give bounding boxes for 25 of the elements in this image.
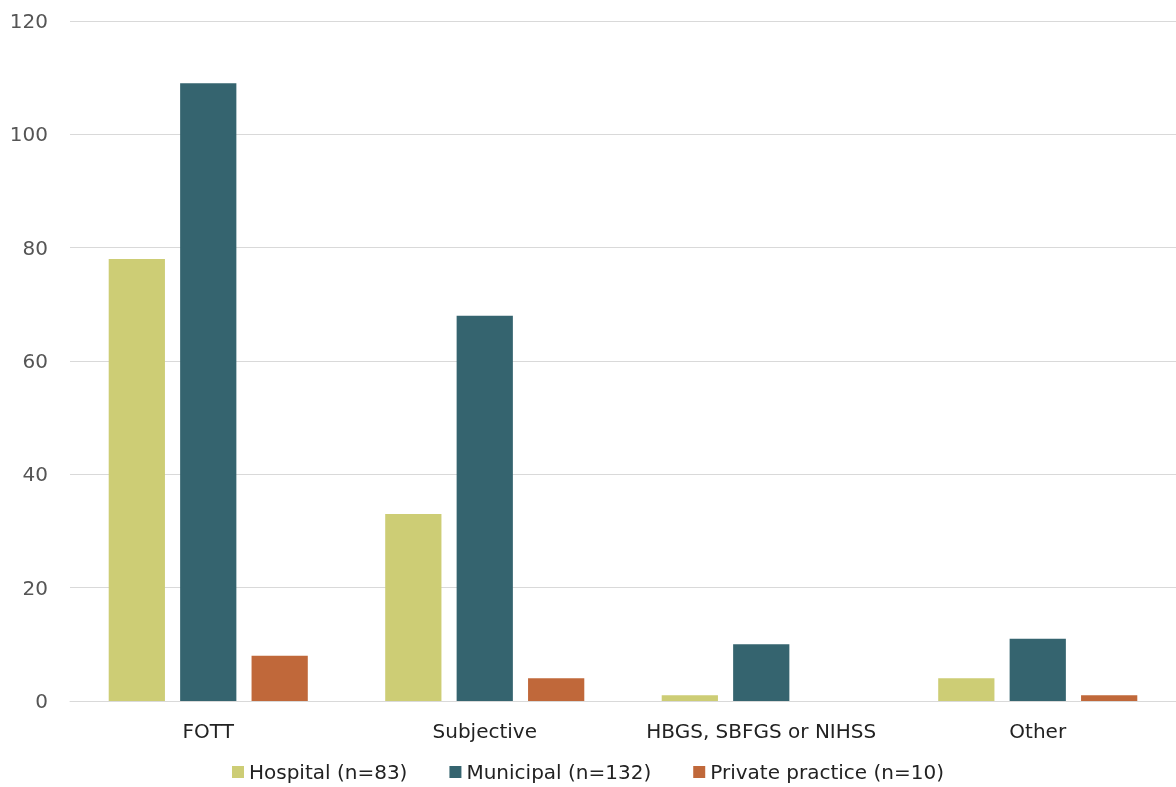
y-tick-label: 80 bbox=[22, 235, 48, 260]
legend-label: Hospital (n=83) bbox=[248, 760, 408, 784]
y-tick-label: 120 bbox=[9, 9, 48, 33]
y-tick-label: 100 bbox=[9, 122, 48, 147]
bar bbox=[661, 695, 718, 701]
legend-label: Municipal (n=132) bbox=[466, 760, 652, 784]
bar bbox=[938, 678, 995, 701]
bar bbox=[251, 655, 308, 701]
y-tick-label: 0 bbox=[35, 689, 48, 713]
bar bbox=[456, 315, 513, 701]
bar bbox=[1009, 638, 1066, 701]
y-tick-label: 40 bbox=[22, 462, 48, 487]
x-tick-label: FOTT bbox=[182, 719, 235, 743]
bar bbox=[108, 259, 165, 701]
legend-label: Private practice (n=10) bbox=[710, 760, 945, 784]
x-tick-label: Other bbox=[1009, 719, 1067, 743]
bar bbox=[180, 83, 237, 701]
y-tick-label: 20 bbox=[22, 575, 48, 600]
bar bbox=[733, 644, 790, 701]
y-tick-label: 60 bbox=[22, 349, 48, 373]
bar bbox=[385, 514, 442, 701]
x-tick-label: HBGS, SBFGS or NIHSS bbox=[646, 719, 877, 743]
bar bbox=[528, 678, 585, 701]
x-tick-label: Subjective bbox=[432, 719, 537, 743]
bar bbox=[1081, 695, 1138, 701]
